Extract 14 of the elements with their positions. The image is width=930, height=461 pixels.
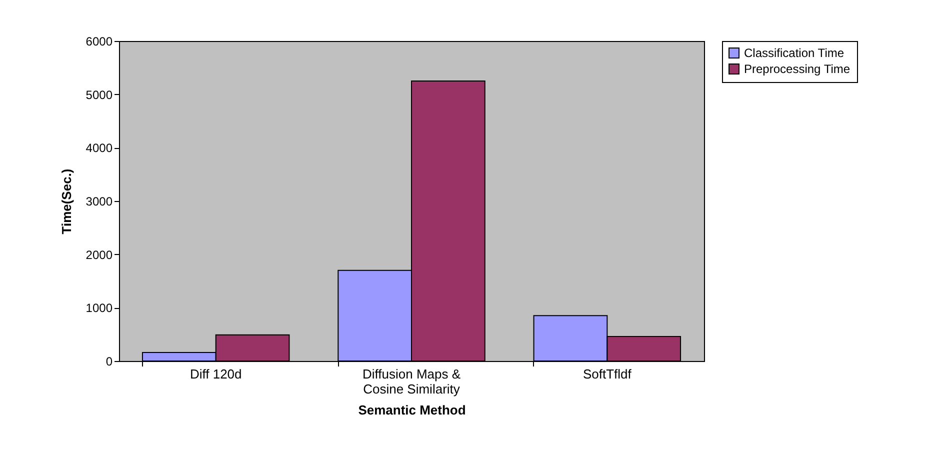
x-tick-label: SoftTfldf bbox=[582, 366, 632, 382]
legend-label: Classification Time bbox=[744, 46, 844, 60]
y-tick-label: 0 bbox=[106, 354, 113, 368]
x-tick-label: Diff 120d bbox=[190, 366, 242, 382]
y-tick-label: 5000 bbox=[86, 88, 113, 102]
y-tick-label: 1000 bbox=[86, 301, 113, 316]
x-axis-title: Semantic Method bbox=[358, 402, 466, 418]
y-tick-label: 2000 bbox=[86, 248, 113, 262]
y-tick-label: 4000 bbox=[86, 141, 113, 156]
legend-label: Preprocessing Time bbox=[744, 62, 850, 76]
y-axis-title: Time(Sec.) bbox=[58, 168, 74, 234]
x-tick-label: Diffusion Maps & Cosine Similarity bbox=[362, 366, 461, 396]
y-tick-label: 6000 bbox=[86, 34, 113, 48]
y-tick-label: 3000 bbox=[86, 194, 113, 208]
